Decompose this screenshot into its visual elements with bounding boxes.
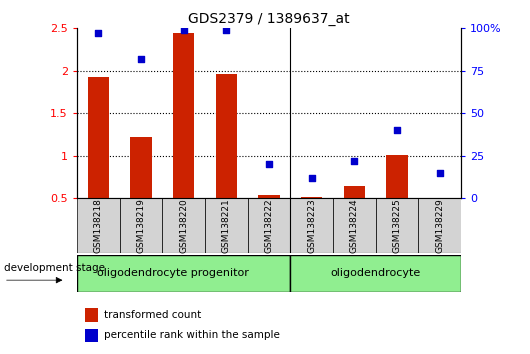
Bar	[85, 308, 98, 321]
Bar	[290, 198, 333, 253]
Text: GSM138225: GSM138225	[393, 198, 402, 253]
Bar	[120, 198, 162, 253]
Text: oligodendrocyte progenitor: oligodendrocyte progenitor	[97, 268, 249, 279]
Point	[393, 127, 401, 133]
Text: GSM138220: GSM138220	[179, 198, 188, 253]
Point	[179, 27, 188, 33]
Bar	[205, 198, 248, 253]
Text: transformed count: transformed count	[104, 310, 201, 320]
Bar	[248, 198, 290, 253]
Text: oligodendrocyte: oligodendrocyte	[331, 268, 421, 279]
Bar	[173, 33, 195, 198]
Point	[350, 158, 359, 164]
Text: GSM138221: GSM138221	[222, 198, 231, 253]
Text: GSM138223: GSM138223	[307, 198, 316, 253]
Text: development stage: development stage	[4, 263, 105, 273]
Point	[137, 56, 145, 62]
Bar	[290, 255, 461, 292]
Title: GDS2379 / 1389637_at: GDS2379 / 1389637_at	[188, 12, 350, 26]
Text: GSM138229: GSM138229	[435, 198, 444, 253]
Text: GSM138222: GSM138222	[264, 198, 273, 253]
Bar	[418, 198, 461, 253]
Point	[94, 30, 102, 36]
Bar	[333, 198, 376, 253]
Bar	[77, 255, 290, 292]
Bar	[162, 198, 205, 253]
Point	[436, 170, 444, 176]
Bar	[216, 74, 237, 198]
Bar	[386, 155, 408, 198]
Bar	[343, 186, 365, 198]
Bar	[130, 137, 152, 198]
Text: GSM138218: GSM138218	[94, 198, 103, 253]
Bar	[87, 77, 109, 198]
Point	[265, 161, 273, 167]
Bar	[77, 198, 120, 253]
Point	[307, 175, 316, 181]
Bar	[376, 198, 418, 253]
Point	[222, 27, 231, 33]
Text: percentile rank within the sample: percentile rank within the sample	[104, 330, 280, 341]
Text: GSM138219: GSM138219	[136, 198, 145, 253]
Bar	[85, 329, 98, 342]
Bar	[258, 195, 280, 198]
Text: GSM138224: GSM138224	[350, 198, 359, 253]
